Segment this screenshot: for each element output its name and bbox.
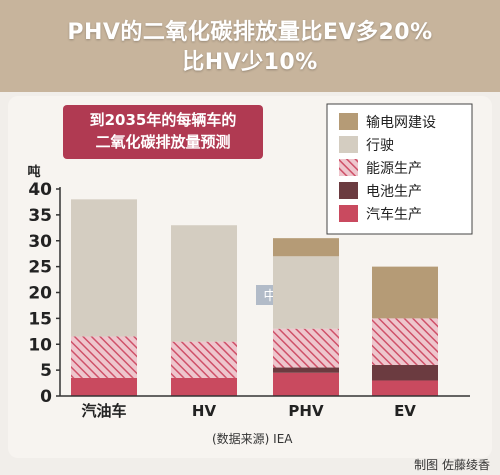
x-tick-label: 汽油车: [81, 402, 126, 420]
bar-segment-driving: [71, 199, 137, 337]
legend-swatch-battery_production: [339, 182, 358, 199]
y-tick-label: 15: [28, 309, 52, 329]
bar-segment-energy_production: [171, 341, 237, 378]
y-tick-label: 40: [28, 180, 52, 200]
x-tick-label: PHV: [288, 402, 324, 420]
legend-swatch-driving: [339, 136, 358, 153]
legend-swatch-energy_production: [339, 159, 358, 176]
y-axis: 吨 0 5 10 15 20 25 30 35 40: [27, 164, 61, 407]
chart-title-line: 到2035年的每辆车的: [90, 111, 237, 129]
bar-segment-battery_production: [273, 367, 339, 373]
headline-line-2: 比HV少10%: [182, 50, 318, 75]
legend-label: 输电网建设: [366, 115, 436, 131]
y-tick-label: 35: [28, 206, 52, 226]
bar-segment-energy_production: [71, 336, 137, 378]
bar-segment-transmission: [372, 266, 438, 319]
legend-swatch-transmission: [339, 113, 358, 130]
headline-banner: PHV的二氧化碳排放量比EV多20% 比HV少10%: [0, 0, 500, 92]
bar-segment-transmission: [273, 238, 339, 257]
bar-segment-driving: [171, 225, 237, 342]
bars: [71, 199, 438, 396]
legend-swatch-vehicle_production: [339, 205, 358, 222]
y-tick-label: 30: [28, 232, 52, 252]
x-tick-label: HV: [192, 402, 217, 420]
bar-segment-energy_production: [273, 328, 339, 368]
bar-segment-battery_production: [372, 364, 438, 381]
source-note: (数据来源) IEA: [212, 431, 293, 446]
y-tick-label: 10: [28, 335, 52, 355]
bar-segment-vehicle_production: [71, 377, 137, 396]
y-tick-label: 25: [28, 258, 52, 278]
bar-segment-vehicle_production: [171, 377, 237, 396]
y-axis-unit: 吨: [27, 164, 40, 180]
chart-title-line: 二氧化碳排放量预测: [95, 133, 230, 151]
legend-label: 行驶: [366, 138, 394, 154]
bar-segment-driving: [273, 256, 339, 329]
y-tick-label: 20: [28, 284, 52, 304]
legend-label: 电池生产: [366, 184, 422, 200]
legend-label: 能源生产: [366, 161, 422, 177]
credit-note: 制图 佐藤绫香: [414, 458, 490, 472]
bar-segment-energy_production: [372, 318, 438, 365]
x-axis: 汽油车 HV PHV EV: [60, 395, 470, 420]
bar-segment-vehicle_production: [372, 380, 438, 396]
x-tick-label: EV: [394, 402, 416, 420]
y-tick-label: 0: [40, 387, 52, 407]
bar-segment-vehicle_production: [273, 372, 339, 396]
y-tick-label: 5: [40, 361, 52, 381]
legend-label: 汽车生产: [366, 206, 422, 223]
headline-line-1: PHV的二氧化碳排放量比EV多20%: [67, 20, 433, 45]
chart-title-box: [63, 105, 263, 159]
